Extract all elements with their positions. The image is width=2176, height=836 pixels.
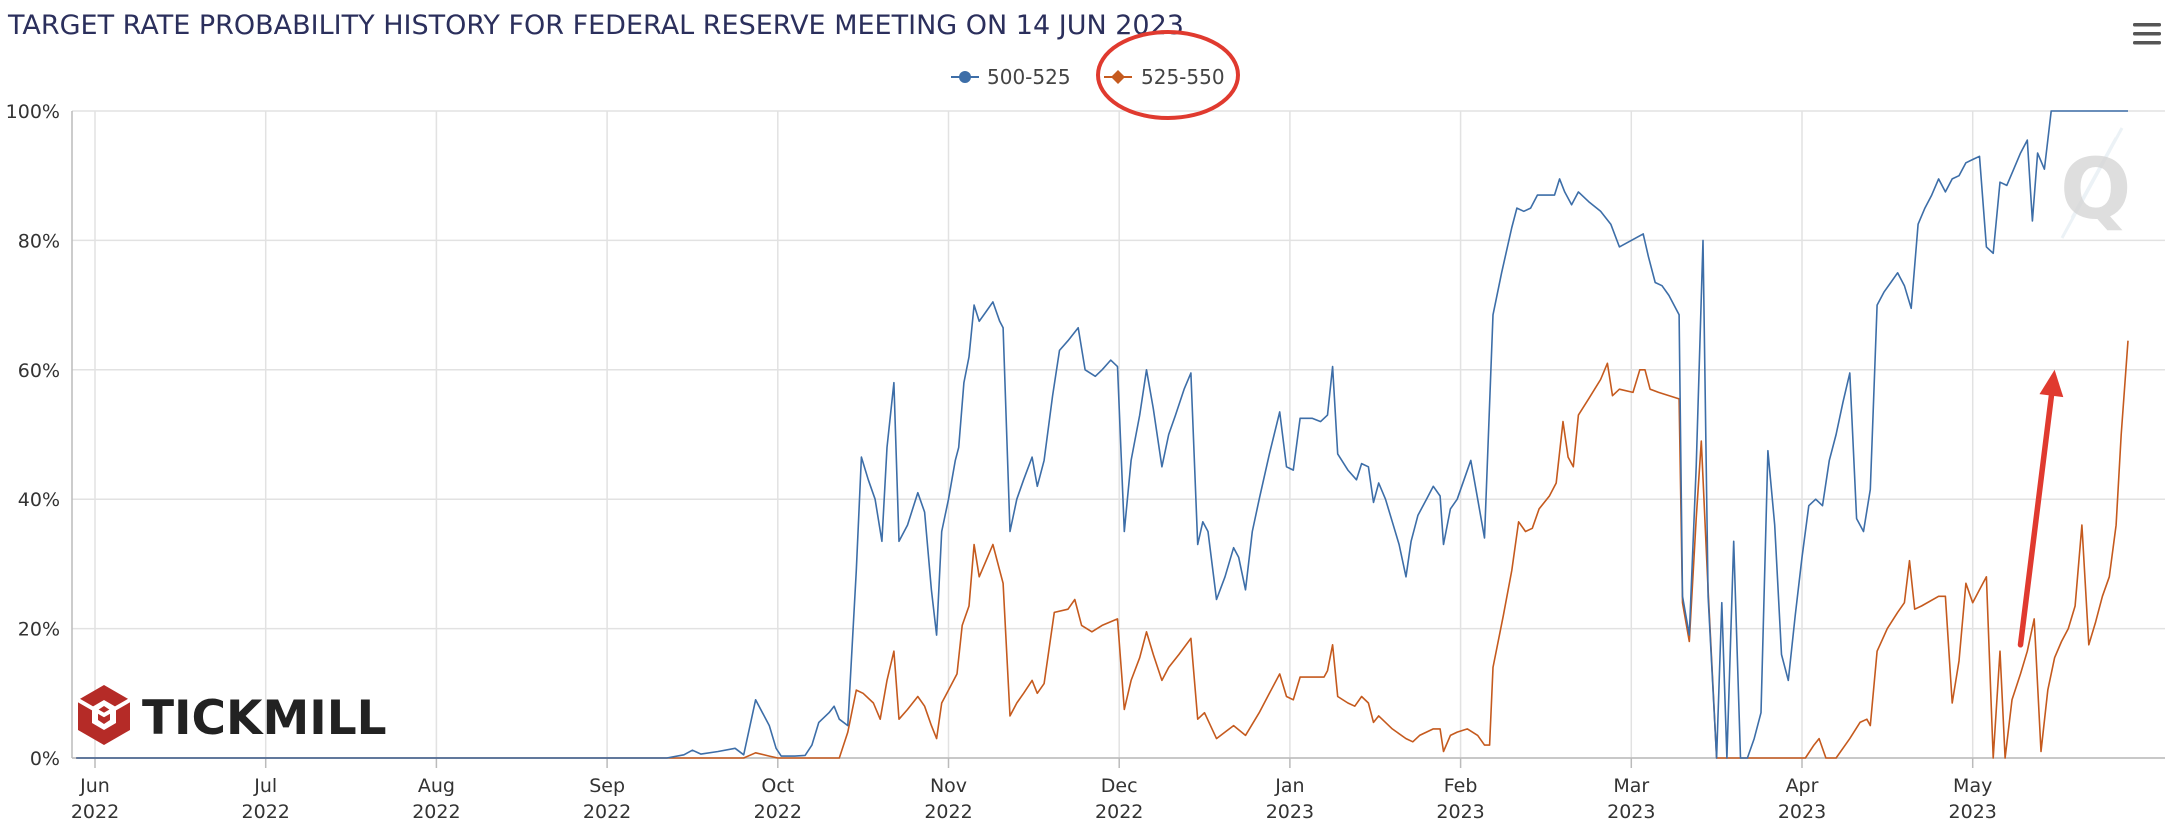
x-tick-month: Feb bbox=[1444, 775, 1478, 797]
x-tick-year: 2023 bbox=[1607, 801, 1655, 823]
hamburger-icon[interactable] bbox=[2120, 18, 2172, 54]
legend-item-525-550[interactable]: 525-550 bbox=[1104, 65, 1225, 89]
x-tick-month: Jul bbox=[253, 775, 277, 797]
x-tick-month: Aug bbox=[418, 775, 455, 797]
grid bbox=[72, 110, 2165, 759]
annotation-arrow-shaft bbox=[2017, 392, 2055, 648]
watermark-q-icon bbox=[2060, 127, 2124, 239]
highlight-circle bbox=[1096, 30, 1240, 120]
x-tick-month: Dec bbox=[1101, 775, 1138, 797]
annotations bbox=[1096, 30, 2064, 648]
y-tick-label: 80% bbox=[18, 230, 60, 252]
x-tick-year: 2023 bbox=[1949, 801, 1997, 823]
x-tick-year: 2022 bbox=[583, 801, 631, 823]
legend-label-525-550: 525-550 bbox=[1141, 65, 1225, 89]
x-tick-month: May bbox=[1953, 775, 1992, 797]
x-tick-year: 2023 bbox=[1436, 801, 1484, 823]
x-tick-year: 2022 bbox=[924, 801, 972, 823]
y-tick-label: 100% bbox=[6, 101, 60, 123]
y-tick-label: 0% bbox=[30, 748, 60, 770]
x-tick-month: Sep bbox=[589, 775, 625, 797]
chart-title: TARGET RATE PROBABILITY HISTORY FOR FEDE… bbox=[7, 10, 1184, 41]
y-tick-label: 60% bbox=[18, 360, 60, 382]
x-tick-month: Jan bbox=[1274, 775, 1304, 797]
y-tick-label: 40% bbox=[18, 489, 60, 511]
x-tick-month: Jun bbox=[79, 775, 110, 797]
x-tick-month: Oct bbox=[761, 775, 794, 797]
watermark-text: Q bbox=[2060, 140, 2131, 238]
series-line-500-525 bbox=[76, 110, 2128, 759]
x-tick-month: Nov bbox=[930, 775, 967, 797]
x-tick-year: 2022 bbox=[412, 801, 460, 823]
diamond-marker-icon bbox=[1111, 70, 1125, 84]
legend-label-500-525: 500-525 bbox=[987, 65, 1071, 89]
x-tick-year: 2023 bbox=[1266, 801, 1314, 823]
tickmill-logo-icon bbox=[77, 685, 131, 745]
x-tick-year: 2022 bbox=[242, 801, 290, 823]
tickmill-logo-text: TICKMILL bbox=[142, 691, 387, 746]
annotation-arrow-head bbox=[2039, 369, 2064, 398]
y-tick-label: 20% bbox=[18, 619, 60, 641]
legend-item-500-525[interactable]: 500-525 bbox=[951, 65, 1071, 89]
x-tick-month: Apr bbox=[1786, 775, 1819, 797]
x-tick-year: 2022 bbox=[754, 801, 802, 823]
x-tick-year: 2023 bbox=[1778, 801, 1826, 823]
series-line-525-550 bbox=[76, 340, 2129, 759]
circle-marker-icon bbox=[959, 71, 971, 83]
x-tick-month: Mar bbox=[1613, 775, 1649, 797]
x-tick-year: 2022 bbox=[1095, 801, 1143, 823]
series-layer bbox=[76, 110, 2129, 759]
x-tick-year: 2022 bbox=[71, 801, 119, 823]
legend: 500-525 525-550 bbox=[951, 65, 1225, 89]
axes: 0% 20% 40% 60% 80% 100% Jun 2022 Jul 2022 Aug 2022 S… bbox=[6, 101, 2165, 823]
